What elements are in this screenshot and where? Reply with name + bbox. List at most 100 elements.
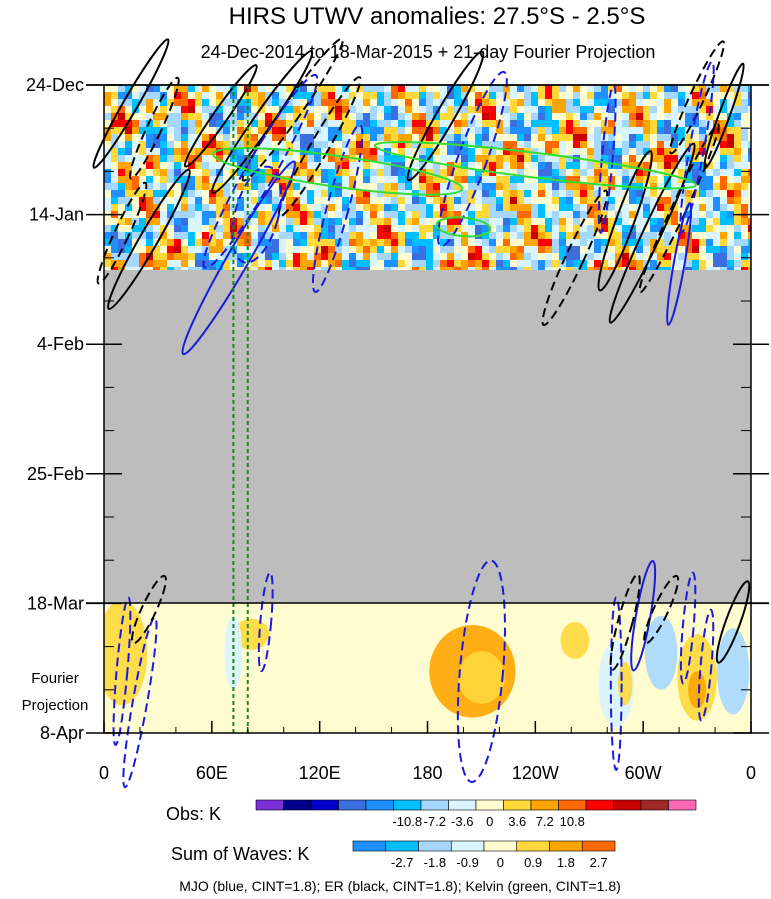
obs-cell <box>594 99 602 107</box>
obs-cell <box>153 106 161 114</box>
obs-cell <box>258 176 266 184</box>
obs-cell <box>272 218 280 226</box>
obs-cell <box>461 148 469 156</box>
obs-cell <box>125 204 133 212</box>
obs-cell <box>251 232 259 240</box>
obs-cell <box>727 176 735 184</box>
obs-cell <box>146 239 154 247</box>
obs-cell <box>699 267 707 270</box>
obs-cell <box>265 232 273 240</box>
obs-cell <box>160 99 168 107</box>
obs-cell <box>279 148 287 156</box>
obs-cell <box>545 260 553 268</box>
projection-anomaly <box>256 671 473 696</box>
obs-cell <box>384 134 392 142</box>
obs-cell <box>461 113 469 121</box>
obs-cell <box>272 267 280 270</box>
obs-cell <box>601 155 609 163</box>
obs-cell <box>314 85 322 93</box>
obs-cell <box>594 253 602 261</box>
obs-cell <box>377 162 385 170</box>
obs-cell <box>671 169 679 177</box>
obs-cell <box>503 162 511 170</box>
obs-cell <box>118 134 126 142</box>
obs-cell <box>664 225 672 233</box>
obs-cell <box>720 92 728 100</box>
obs-cell <box>202 99 210 107</box>
obs-cell <box>566 260 574 268</box>
obs-cell <box>139 211 147 219</box>
obs-cell <box>440 253 448 261</box>
obs-cell <box>657 155 665 163</box>
obs-cell <box>517 197 525 205</box>
obs-cell <box>664 162 672 170</box>
obs-cell <box>622 148 630 156</box>
obs-cell <box>286 106 294 114</box>
obs-cell <box>111 239 119 247</box>
obs-cell <box>321 85 329 93</box>
obs-cell <box>174 134 182 142</box>
obs-cell <box>482 267 490 270</box>
obs-cell <box>132 127 140 135</box>
obs-cell <box>125 211 133 219</box>
obs-cell <box>279 85 287 93</box>
obs-cell <box>699 183 707 191</box>
obs-cell <box>181 113 189 121</box>
obs-cell <box>524 197 532 205</box>
obs-cell <box>272 232 280 240</box>
obs-cell <box>314 239 322 247</box>
obs-cell <box>706 127 714 135</box>
obs-cell <box>608 99 616 107</box>
obs-cell <box>174 253 182 261</box>
obs-cell <box>167 239 175 247</box>
obs-cell <box>349 211 357 219</box>
obs-cell <box>727 85 735 93</box>
obs-cell <box>587 197 595 205</box>
er-contour <box>128 76 180 180</box>
obs-cell <box>622 141 630 149</box>
obs-cell <box>384 218 392 226</box>
obs-cell <box>412 267 420 270</box>
obs-cell <box>104 204 112 212</box>
obs-cell <box>314 92 322 100</box>
obs-cell <box>349 85 357 93</box>
obs-cell <box>643 134 651 142</box>
obs-cell <box>489 141 497 149</box>
obs-cell <box>209 176 217 184</box>
obs-cell <box>216 225 224 233</box>
obs-cell <box>258 211 266 219</box>
obs-cell <box>573 239 581 247</box>
obs-cell <box>125 155 133 163</box>
obs-cell <box>356 253 364 261</box>
obs-cell <box>132 162 140 170</box>
obs-cell <box>370 148 378 156</box>
obs-cell <box>440 120 448 128</box>
obs-cell <box>671 162 679 170</box>
obs-cell <box>223 162 231 170</box>
obs-cell <box>706 169 714 177</box>
obs-cell <box>293 211 301 219</box>
obs-cell <box>447 260 455 268</box>
mjo-contour <box>311 123 364 293</box>
obs-cell <box>636 225 644 233</box>
mjo-contour <box>456 559 506 783</box>
obs-cell <box>307 204 315 212</box>
obs-cell <box>447 246 455 254</box>
obs-cell <box>482 183 490 191</box>
obs-cell <box>321 239 329 247</box>
obs-cell <box>125 99 133 107</box>
obs-cell <box>531 92 539 100</box>
obs-cell <box>181 155 189 163</box>
obs-cell <box>706 197 714 205</box>
obs-cell <box>377 99 385 107</box>
obs-cell <box>461 120 469 128</box>
obs-cell <box>314 197 322 205</box>
obs-cell <box>405 267 413 270</box>
obs-cell <box>503 232 511 240</box>
obs-cell <box>692 239 700 247</box>
obs-cell <box>139 225 147 233</box>
obs-cell <box>475 141 483 149</box>
obs-cell <box>398 218 406 226</box>
obs-cell <box>713 218 721 226</box>
obs-cell <box>531 120 539 128</box>
